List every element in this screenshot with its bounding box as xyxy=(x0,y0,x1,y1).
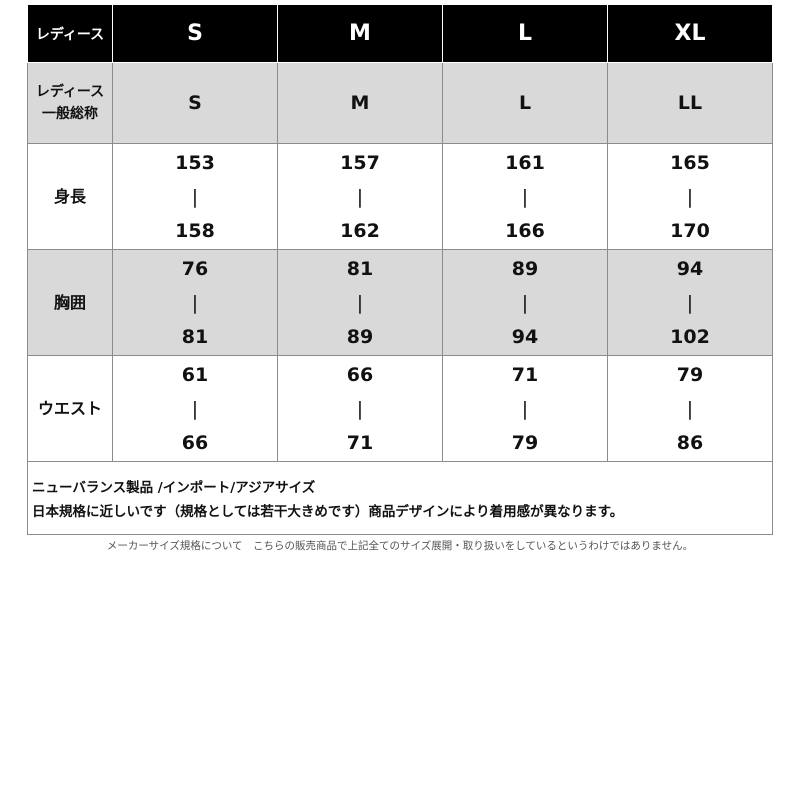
range-max: 162 xyxy=(340,219,380,242)
range-cell: 165 | 170 xyxy=(607,143,773,250)
range-max: 166 xyxy=(505,219,545,242)
range-min: 66 xyxy=(346,363,374,386)
size-xl: XL xyxy=(607,4,773,63)
range-cell: 61 | 66 xyxy=(112,355,278,462)
range-separator: | xyxy=(356,185,364,208)
range-min: 153 xyxy=(175,151,215,174)
general-label: レディース 一般総称 xyxy=(27,62,113,144)
general-size: LL xyxy=(607,62,773,144)
note-line2: 日本規格に近しいです（規格としては若干大きめです）商品デザインにより着用感が異な… xyxy=(32,504,624,520)
general-size-row: レディース一般総称 S M L LL xyxy=(27,62,773,144)
general-label-line1: レディース xyxy=(35,84,105,100)
range-max: 66 xyxy=(181,431,209,454)
general-size: M xyxy=(277,62,443,144)
bust-row: 胸囲 76 | 81 81 | 89 89 | 94 94 | 102 xyxy=(27,249,773,356)
range-separator: | xyxy=(356,397,364,420)
range-separator: | xyxy=(191,397,199,420)
general-size: L xyxy=(442,62,608,144)
range-max: 71 xyxy=(346,431,374,454)
row-label: 胸囲 xyxy=(27,249,113,356)
range-cell: 81 | 89 xyxy=(277,249,443,356)
size-chart-table: レディース S M L XL レディース一般総称 S M L LL 身長 153 |… xyxy=(27,4,773,462)
note-line1: ニューバランス製品 /インポート/アジアサイズ xyxy=(32,480,316,496)
row-label: ウエスト xyxy=(27,355,113,462)
height-row: 身長 153 | 158 157 | 162 161 | 166 165 | 170 xyxy=(27,143,773,250)
range-max: 86 xyxy=(676,431,704,454)
range-separator: | xyxy=(686,397,694,420)
range-min: 89 xyxy=(511,257,539,280)
range-min: 157 xyxy=(340,151,380,174)
range-cell: 153 | 158 xyxy=(112,143,278,250)
waist-row: ウエスト 61 | 66 66 | 71 71 | 79 79 | 86 xyxy=(27,355,773,462)
range-max: 89 xyxy=(346,325,374,348)
range-separator: | xyxy=(191,185,199,208)
note-box: ニューバランス製品 /インポート/アジアサイズ 日本規格に近しいです（規格として… xyxy=(27,462,773,535)
size-s: S xyxy=(112,4,278,63)
range-separator: | xyxy=(686,185,694,208)
range-min: 161 xyxy=(505,151,545,174)
range-cell: 161 | 166 xyxy=(442,143,608,250)
header-row: レディース S M L XL xyxy=(27,4,773,63)
range-cell: 79 | 86 xyxy=(607,355,773,462)
range-cell: 157 | 162 xyxy=(277,143,443,250)
range-cell: 76 | 81 xyxy=(112,249,278,356)
range-min: 71 xyxy=(511,363,539,386)
range-cell: 94 | 102 xyxy=(607,249,773,356)
range-min: 165 xyxy=(670,151,710,174)
general-size: S xyxy=(112,62,278,144)
header-label: レディース xyxy=(27,4,113,63)
range-max: 170 xyxy=(670,219,710,242)
range-min: 94 xyxy=(676,257,704,280)
range-separator: | xyxy=(521,291,529,314)
range-min: 79 xyxy=(676,363,704,386)
range-max: 79 xyxy=(511,431,539,454)
range-max: 94 xyxy=(511,325,539,348)
range-max: 158 xyxy=(175,219,215,242)
range-separator: | xyxy=(521,185,529,208)
range-separator: | xyxy=(356,291,364,314)
range-separator: | xyxy=(521,397,529,420)
range-min: 61 xyxy=(181,363,209,386)
size-l: L xyxy=(442,4,608,63)
range-cell: 66 | 71 xyxy=(277,355,443,462)
general-label-line2: 一般総称 xyxy=(42,106,98,122)
range-cell: 71 | 79 xyxy=(442,355,608,462)
row-label: 身長 xyxy=(27,143,113,250)
range-max: 102 xyxy=(670,325,710,348)
size-m: M xyxy=(277,4,443,63)
range-separator: | xyxy=(191,291,199,314)
range-cell: 89 | 94 xyxy=(442,249,608,356)
range-min: 76 xyxy=(181,257,209,280)
footer-text: メーカーサイズ規格について こちらの販売商品で上記全てのサイズ展開・取り扱いをし… xyxy=(106,540,694,552)
range-min: 81 xyxy=(346,257,374,280)
range-separator: | xyxy=(686,291,694,314)
range-max: 81 xyxy=(181,325,209,348)
